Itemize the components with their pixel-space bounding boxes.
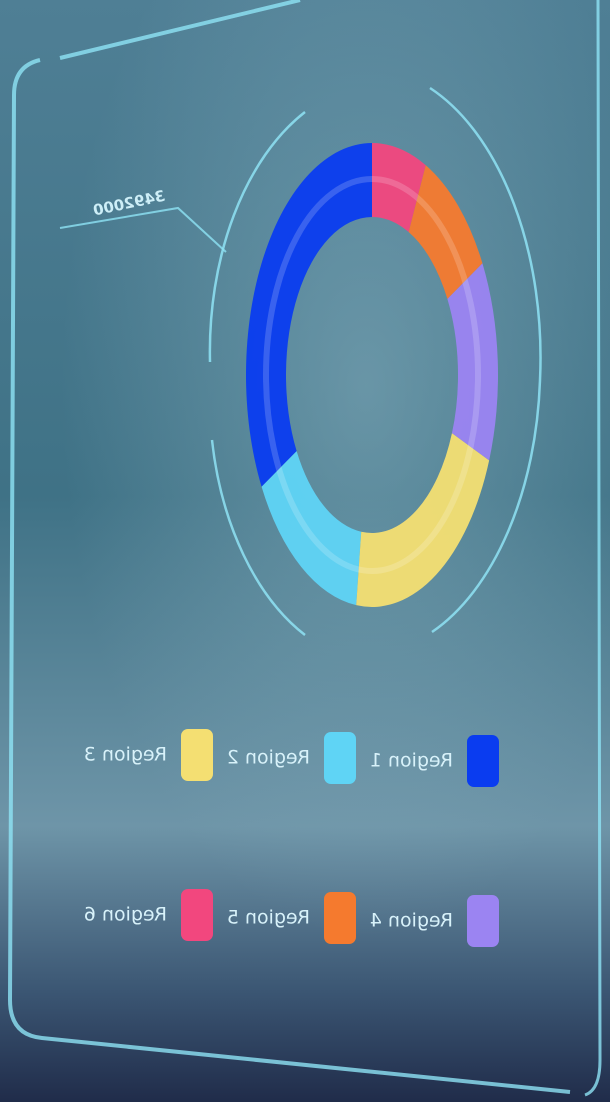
donut-segment: [447, 263, 499, 461]
legend: Region 1 Region 2 Region 3 Region 4 Region 5…: [84, 729, 499, 947]
legend-label: Region 2: [227, 747, 310, 769]
legend-label: Region 1: [370, 750, 453, 772]
inner-glow-ring: [263, 176, 481, 574]
legend-swatch: [467, 735, 499, 787]
legend-swatch: [324, 892, 356, 944]
donut-segment: [246, 143, 372, 487]
legend-label-group: Region 5: [227, 907, 310, 929]
legend-label-group: Region 3: [84, 744, 167, 766]
donut: [246, 143, 499, 607]
legend-label: Region 4: [370, 910, 453, 932]
panel-frame: [7, 0, 571, 1094]
legend-swatch: [467, 895, 499, 947]
annotation-leader: [59, 206, 227, 253]
legend-label: Region 5: [227, 907, 310, 929]
legend-swatch: [324, 732, 356, 784]
legend-label: Region 6: [84, 904, 167, 926]
legend-label-group: Region 2: [227, 747, 310, 769]
donut-segment: [408, 165, 483, 299]
legend-swatch: [181, 889, 213, 941]
donut-segment: [261, 451, 362, 606]
legend-label: Region 3: [84, 744, 167, 766]
legend-label-group: Region 1: [370, 750, 453, 772]
legend-swatch: [181, 729, 213, 781]
outer-ring-right: [429, 86, 542, 634]
legend-label-group: Region 6: [84, 904, 167, 926]
donut-segment: [356, 433, 490, 607]
donut-segment: [372, 143, 426, 233]
legend-label-group: Region 4: [370, 910, 453, 932]
panel-frame-right: [584, 0, 602, 1097]
outer-ring-left: [208, 111, 306, 636]
